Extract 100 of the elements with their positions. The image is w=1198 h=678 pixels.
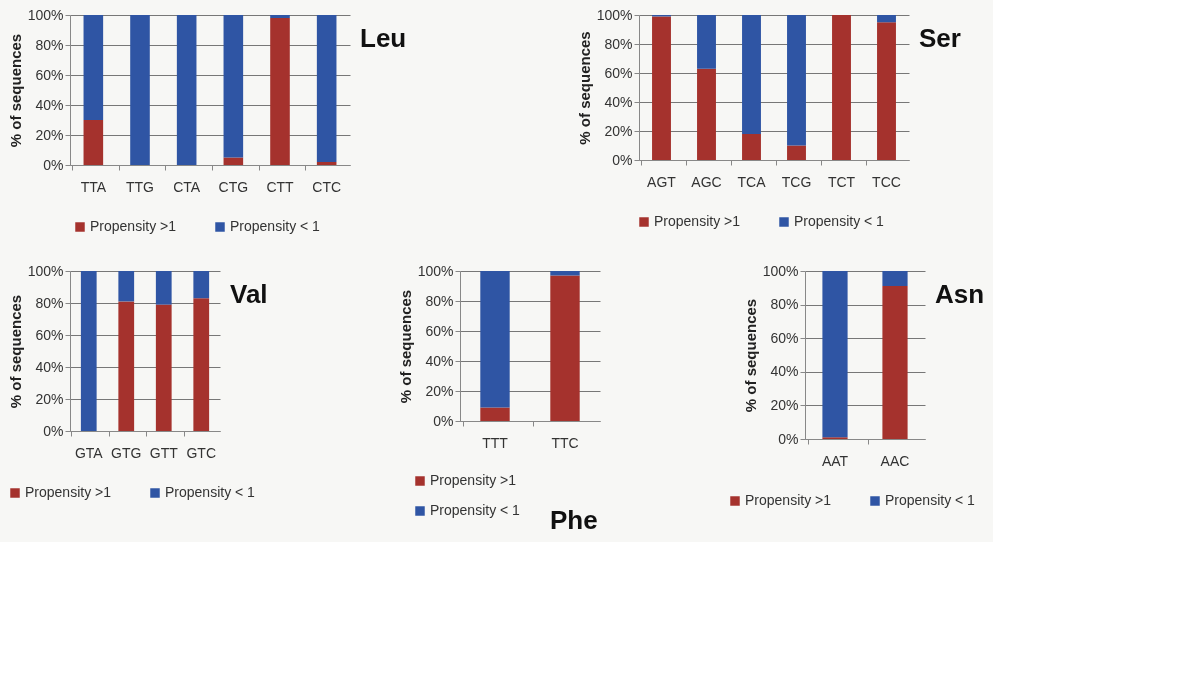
bar [193,298,210,431]
y-tick-label: 100% [762,262,799,279]
x-tick-label: CTG [218,178,249,195]
text: Phe [550,505,598,535]
y-tick-label: 0% [612,151,633,168]
y-tick-label: 40% [604,93,633,110]
x-tick-label: TCG [781,173,812,190]
x-tick-label: TTA [80,178,107,195]
bar [877,15,896,23]
y-tick-label: 80% [604,35,633,52]
y-tick-label: 60% [770,329,799,346]
bar [697,68,716,160]
y-axis-title: % of sequences [741,298,759,413]
legend-label: Propensity >1 [430,472,517,488]
bar [118,301,135,431]
x-tick-label: TTG [126,178,154,195]
y-tick-label: 0% [43,422,64,439]
bar [877,22,896,160]
x-tick-label: GTG [111,444,142,461]
y-axis-title: % of sequences [6,294,24,409]
legend-label: Propensity < 1 [165,484,256,500]
y-tick-label: 80% [770,296,799,313]
bar [80,271,97,431]
y-axis-title: % of sequences [6,33,24,148]
y-tick-label: 40% [35,358,64,375]
bar [316,15,337,162]
y-tick-label: 20% [604,122,633,139]
x-tick-label: GTT [149,444,179,461]
y-tick-label: 40% [425,352,454,369]
x-tick-label: TTT [482,434,509,451]
bar [118,271,135,302]
bar [742,15,761,134]
legend-label: Propensity >1 [654,213,741,229]
bar [652,16,671,160]
bar [832,15,851,160]
y-tick-label: 100% [417,262,454,279]
bar [270,15,290,18]
bar [882,286,908,439]
y-tick-label: 0% [43,156,64,173]
x-tick-label: GTC [186,444,217,461]
bar [697,15,716,69]
bar [787,145,806,160]
bar [480,271,510,408]
y-tick-label: 40% [35,96,64,113]
bar [742,133,761,160]
legend-label: Propensity < 1 [794,213,885,229]
bar [83,120,104,165]
y-axis-title: % of sequences [575,31,593,145]
y-tick-label: 0% [433,412,454,429]
bar [480,407,510,421]
y-tick-label: 80% [35,36,64,53]
y-tick-label: 60% [35,66,64,83]
bar [223,157,244,165]
bar [270,18,290,165]
y-tick-label: 60% [35,326,64,343]
bar [882,271,908,287]
y-tick-label: 40% [770,363,799,380]
bar [550,271,580,276]
x-tick-label: GTA [74,444,104,461]
y-tick-label: 20% [425,382,454,399]
x-tick-label: AAC [880,452,910,469]
x-tick-label: TCT [827,173,856,190]
bar [822,271,848,438]
chart-title: Leu [360,23,407,53]
x-tick-label: AGC [691,173,722,190]
bar [83,15,104,120]
y-tick-label: 80% [35,294,64,311]
y-tick-label: 100% [27,262,64,279]
x-tick-label: AGT [647,173,677,190]
y-tick-label: 80% [425,292,454,309]
y-tick-label: 0% [778,430,799,447]
bar [787,15,806,146]
y-tick-label: 20% [770,396,799,413]
bar [316,162,337,165]
legend-label: Propensity < 1 [885,492,976,508]
y-tick-label: 100% [27,6,64,23]
x-tick-label: CTT [266,178,295,195]
bar [223,15,244,158]
bar [130,15,150,165]
bar [176,15,197,165]
legend-label: Propensity < 1 [430,502,521,518]
legend-label: Propensity >1 [745,492,832,508]
y-tick-label: 60% [425,322,454,339]
x-tick-label: AAT [821,452,849,469]
chart-title: Val [230,279,268,309]
bar [155,304,172,431]
y-tick-label: 100% [596,6,633,23]
x-tick-label: CTA [173,178,201,195]
x-tick-label: TCC [872,173,901,190]
x-tick-label: CTC [312,178,342,195]
legend-label: Propensity >1 [25,484,112,500]
y-tick-label: 20% [35,126,64,143]
legend-label: Propensity >1 [90,218,177,234]
y-tick-label: 20% [35,390,64,407]
bar [550,275,580,421]
x-tick-label: TCA [737,173,767,190]
y-tick-label: 60% [604,64,633,81]
y-axis-title: % of sequences [396,289,414,404]
chart-title: Ser [919,23,961,53]
bar [155,271,172,305]
